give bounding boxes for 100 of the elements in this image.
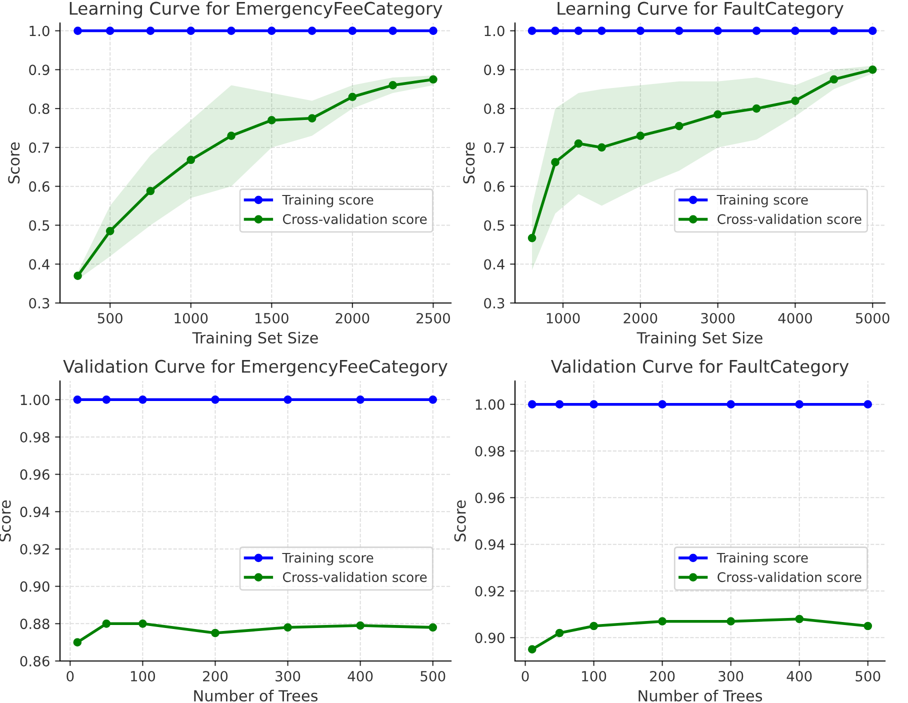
- point: [356, 621, 364, 630]
- point: [714, 110, 722, 119]
- y-tick-label: 0.98: [475, 446, 504, 456]
- x-tick-label: 100: [130, 670, 156, 682]
- y-tick-label: 0.3: [29, 298, 50, 308]
- y-tick-label: 0.92: [475, 586, 504, 596]
- point: [528, 234, 536, 242]
- point: [864, 400, 872, 408]
- x-tick-label: 2000: [624, 312, 658, 324]
- y-tick-label: 0.90: [475, 632, 504, 644]
- y-tick-label: 0.9: [484, 64, 504, 76]
- point: [284, 396, 292, 404]
- y-tick-label: 0.4: [29, 259, 50, 270]
- point: [551, 26, 560, 35]
- point: [74, 272, 82, 280]
- y-tick-label: 0.96: [475, 492, 504, 504]
- point: [574, 139, 583, 148]
- point: [267, 26, 276, 35]
- y-tick-label: 0.5: [484, 220, 504, 231]
- point: [658, 400, 666, 408]
- chart-title: Validation Curve for EmergencyFeeCategory: [63, 359, 448, 376]
- point: [73, 396, 82, 404]
- y-tick-label: 1.0: [484, 26, 504, 36]
- x-axis-title: Number of Trees: [638, 690, 762, 702]
- point: [102, 396, 111, 404]
- x-tick-label: 400: [348, 670, 373, 682]
- x-tick-label: 4000: [778, 312, 812, 324]
- y-tick-label: 1.00: [476, 399, 504, 410]
- y-tick-label: 1.00: [20, 394, 50, 406]
- legend-label: Cross-validation score: [282, 572, 427, 582]
- x-tick-label: 200: [650, 670, 675, 682]
- point: [674, 26, 684, 35]
- point: [74, 26, 82, 35]
- point: [227, 26, 236, 35]
- x-tick-label: 300: [718, 670, 744, 682]
- point: [791, 26, 800, 35]
- point: [830, 26, 838, 35]
- point: [227, 132, 236, 140]
- x-tick-label: 1000: [546, 312, 580, 324]
- point: [528, 26, 536, 35]
- legend-label: Training score: [282, 194, 374, 208]
- point: [138, 396, 147, 404]
- x-tick-label: 300: [276, 670, 300, 682]
- point: [574, 26, 583, 35]
- x-tick-label: 1000: [174, 312, 208, 324]
- point: [636, 132, 645, 140]
- point: [752, 26, 761, 35]
- point: [146, 26, 155, 35]
- x-tick-label: 100: [582, 670, 606, 682]
- y-tick-label: 0.88: [20, 618, 50, 630]
- point: [636, 26, 645, 35]
- point: [674, 122, 684, 130]
- chart-title: Learning Curve for EmergencyFeeCategory: [70, 1, 442, 18]
- y-tick-label: 1.0: [30, 26, 50, 36]
- x-tick-label: 5000: [856, 312, 890, 324]
- x-tick-label: 2500: [416, 312, 450, 324]
- point: [348, 92, 357, 102]
- point: [211, 396, 220, 404]
- x-tick-label: 400: [786, 670, 812, 682]
- x-tick-label: 500: [856, 670, 880, 682]
- point: [388, 81, 397, 90]
- point: [138, 620, 147, 628]
- legend-label: Cross-validation score: [718, 572, 862, 582]
- y-tick-label: 0.94: [475, 539, 504, 550]
- x-tick-label: 200: [203, 670, 228, 682]
- y-tick-label: 0.5: [29, 220, 50, 231]
- y-tick-label: 0.9: [29, 64, 50, 76]
- y-tick-label: 0.92: [20, 544, 49, 554]
- point: [598, 26, 606, 35]
- point: [106, 26, 114, 35]
- point: [528, 645, 536, 654]
- point: [308, 114, 316, 122]
- y-tick-label: 0.7: [484, 142, 504, 153]
- chart-title: Validation Curve for FaultCategory: [550, 359, 849, 376]
- x-tick-label: 500: [420, 670, 446, 682]
- point: [795, 614, 804, 624]
- x-tick-label: 500: [98, 312, 122, 324]
- x-tick-label: 0: [66, 670, 74, 682]
- point: [73, 638, 82, 646]
- y-tick-label: 0.86: [20, 656, 50, 666]
- point: [726, 400, 735, 408]
- y-tick-label: 0.4: [484, 259, 504, 270]
- point: [429, 75, 438, 84]
- point: [795, 400, 804, 408]
- point: [146, 186, 155, 196]
- point: [186, 156, 196, 164]
- point: [830, 75, 838, 84]
- point: [590, 622, 598, 630]
- point: [284, 623, 292, 632]
- point: [590, 400, 598, 408]
- y-tick-label: 0.8: [484, 104, 504, 114]
- point: [106, 226, 114, 236]
- point: [528, 400, 536, 408]
- x-tick-label: 3000: [701, 312, 735, 324]
- point: [211, 628, 220, 638]
- point: [428, 396, 438, 404]
- point: [356, 396, 364, 404]
- point: [428, 623, 438, 632]
- x-tick-label: 2000: [336, 312, 370, 324]
- point: [791, 96, 800, 105]
